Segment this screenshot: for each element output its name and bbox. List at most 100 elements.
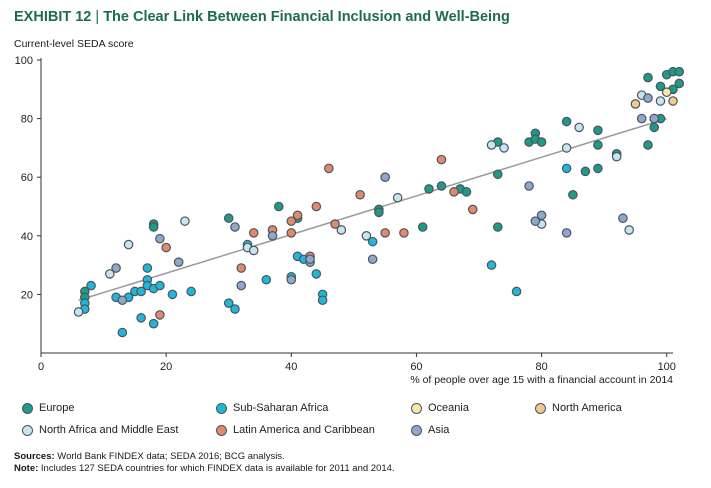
exhibit-title: EXHIBIT 12 | The Clear Link Between Fina… [14, 9, 510, 25]
data-point-europe [580, 166, 591, 177]
legend-item-sub-saharan-africa: Sub-Saharan Africa [216, 402, 328, 414]
legend-item-europe: Europe [22, 402, 74, 414]
data-point-europe [643, 72, 653, 83]
data-point-latin-america-and-caribbean [161, 242, 171, 253]
data-point-europe [649, 122, 660, 133]
legend-swatch-north-america [535, 402, 546, 414]
y-tick-label: 60 [21, 172, 33, 184]
data-point-europe [655, 81, 666, 92]
data-point-latin-america-and-caribbean [286, 228, 297, 238]
data-point-latin-america-and-caribbean [449, 187, 459, 197]
data-point-sub-saharan-africa [223, 298, 234, 308]
legend-swatch-latin-america-caribbean [216, 424, 227, 436]
data-point-europe [417, 222, 428, 232]
data-point-asia [117, 295, 128, 306]
data-point-europe [436, 181, 447, 191]
legend-item-asia: Asia [411, 424, 449, 436]
data-point-europe [492, 222, 503, 232]
x-tick-label: 100 [658, 361, 676, 373]
data-point-latin-america-and-caribbean [436, 154, 447, 165]
title-separator: | [91, 9, 104, 25]
data-point-north-africa-and-middle-east [561, 143, 572, 153]
data-point-north-africa-and-middle-east [655, 96, 666, 106]
note-label: Note: [14, 463, 39, 474]
sources-text: World Bank FINDEX data; SEDA 2016; BCG a… [54, 451, 285, 462]
data-point-asia [636, 113, 647, 124]
y-tick-label: 20 [21, 289, 33, 301]
data-point-sub-saharan-africa [155, 280, 165, 291]
data-point-asia [173, 257, 184, 267]
x-tick-label: 60 [410, 361, 422, 373]
data-point-north-africa-and-middle-east [361, 231, 372, 241]
data-point-north-africa-and-middle-east [624, 225, 634, 235]
legend-swatch-sub-saharan-africa [216, 402, 227, 414]
data-point-asia [286, 274, 297, 285]
data-point-asia [536, 210, 547, 221]
data-point-latin-america-and-caribbean [248, 228, 259, 238]
data-point-europe [643, 140, 653, 150]
data-point-sub-saharan-africa [86, 280, 96, 291]
data-point-asia [230, 222, 240, 232]
data-point-latin-america-and-caribbean [467, 204, 478, 215]
legend-label-europe: Europe [39, 402, 75, 414]
y-axis-label: Current-level SEDA score [14, 38, 134, 50]
data-point-latin-america-and-caribbean [399, 228, 409, 238]
data-point-europe [273, 201, 284, 212]
data-point-north-africa-and-middle-east [73, 307, 84, 317]
data-point-europe [593, 163, 603, 174]
data-point-europe [593, 125, 603, 136]
data-point-asia [643, 93, 653, 103]
data-point-europe [461, 187, 472, 197]
data-point-north-africa-and-middle-east [611, 151, 622, 162]
data-point-sub-saharan-africa [142, 263, 153, 273]
scatter-chart: 20 40 60 80 100 0 20 40 60 80 100 [15, 55, 685, 373]
data-point-asia [155, 233, 165, 244]
data-point-europe [593, 140, 603, 150]
data-point-sub-saharan-africa [186, 286, 196, 297]
data-point-sub-saharan-africa [230, 304, 240, 314]
data-point-north-africa-and-middle-east [180, 216, 190, 226]
data-point-europe [223, 213, 234, 224]
legend-label-north-africa-middle-east: North Africa and Middle East [39, 424, 179, 436]
legend-label-north-america: North America [552, 402, 622, 414]
data-point-asia [236, 280, 247, 291]
x-tick-label: 80 [535, 361, 547, 373]
data-point-asia [618, 213, 628, 224]
legend-swatch-oceania [411, 402, 422, 414]
data-point-europe [492, 169, 503, 180]
data-point-latin-america-and-caribbean [292, 210, 303, 221]
sources-label: Sources: [14, 451, 55, 462]
data-point-europe [374, 207, 384, 218]
data-point-north-africa-and-middle-east [499, 143, 509, 153]
data-point-north-africa-and-middle-east [574, 122, 584, 133]
data-point-north-africa-and-middle-east [392, 192, 403, 203]
data-point-sub-saharan-africa [167, 289, 178, 300]
data-point-sub-saharan-africa [261, 274, 272, 285]
legend-swatch-north-africa-middle-east [22, 424, 33, 436]
x-tick-label: 0 [38, 361, 44, 373]
trend-line [78, 117, 667, 301]
data-point-europe [674, 78, 685, 89]
data-point-sub-saharan-africa [117, 327, 128, 338]
data-point-sub-saharan-africa [311, 269, 322, 279]
legend-item-north-america: North America [535, 402, 622, 414]
legend-item-oceania: Oceania [411, 402, 469, 414]
data-point-asia [111, 263, 121, 273]
sources-line: Sources: World Bank FINDEX data; SEDA 20… [14, 451, 395, 463]
data-point-latin-america-and-caribbean [355, 189, 365, 200]
exhibit-heading: The Clear Link Between Financial Inclusi… [103, 9, 510, 25]
legend-swatch-europe [22, 402, 33, 414]
data-point-sub-saharan-africa [136, 313, 146, 323]
legend-label-oceania: Oceania [428, 402, 469, 414]
legend-label-latin-america-caribbean: Latin America and Caribbean [233, 424, 375, 436]
data-point-sub-saharan-africa [148, 318, 159, 329]
y-tick-label: 100 [15, 55, 33, 67]
data-point-asia [367, 254, 378, 265]
data-point-north-africa-and-middle-east [486, 140, 497, 150]
legend-swatch-asia [411, 424, 422, 436]
data-point-latin-america-and-caribbean [380, 228, 390, 238]
data-point-asia [649, 113, 660, 124]
data-point-latin-america-and-caribbean [286, 216, 297, 226]
data-point-north-africa-and-middle-east [123, 239, 134, 250]
data-point-asia [380, 172, 390, 182]
